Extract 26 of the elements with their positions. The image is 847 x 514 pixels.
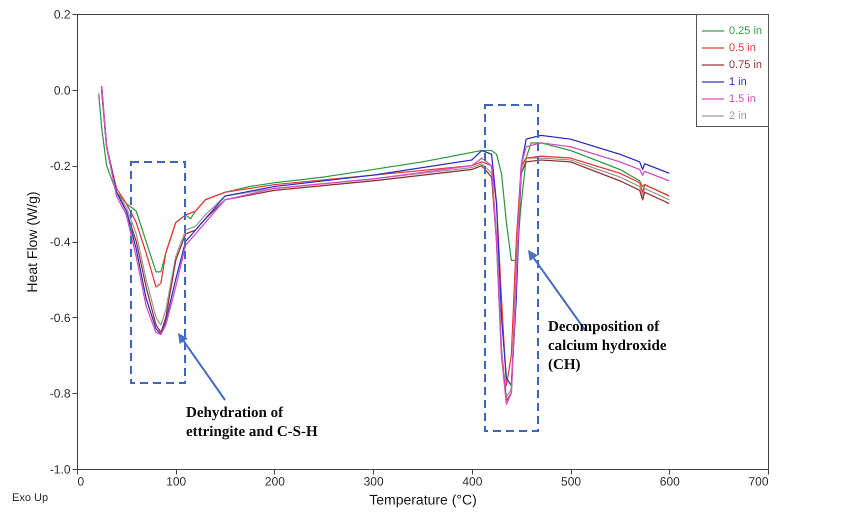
x-tick-label: 300 [364, 474, 384, 488]
x-axis-title: Temperature (°C) [369, 492, 477, 508]
y-axis-title: Heat Flow (W/g) [24, 191, 40, 293]
y-tick-label: 0.2 [54, 8, 71, 22]
y-tick-label: -0.4 [50, 235, 71, 249]
legend-label: 1 in [729, 76, 747, 88]
x-tick-label: 700 [748, 474, 769, 488]
y-tick-label: -0.6 [50, 310, 71, 325]
annotation: Decomposition of calcium hydroxide (CH) [548, 318, 666, 375]
text: Exo Up [12, 492, 48, 504]
legend-label: 0.25 in [729, 25, 762, 37]
legend-label: 1.5 in [729, 93, 756, 105]
y-tick-label: -0.2 [50, 159, 71, 174]
legend-label: 2 in [729, 110, 747, 122]
x-tick-label: 100 [166, 474, 187, 488]
x-tick-label: 0 [78, 474, 84, 488]
y-tick-label: -1.0 [50, 462, 71, 476]
x-tick-label: 600 [660, 474, 680, 488]
legend-label: 0.5 in [729, 42, 756, 54]
x-tick-label: 200 [264, 474, 286, 488]
y-tick-label: 0.0 [54, 83, 71, 98]
x-tick-label: 500 [561, 474, 582, 488]
annotation: Dehydration of ettringite and C-S-H [186, 404, 318, 442]
y-tick-label: -0.8 [50, 386, 71, 401]
x-tick-label: 400 [462, 474, 483, 488]
legend-label: 0.75 in [729, 59, 762, 71]
